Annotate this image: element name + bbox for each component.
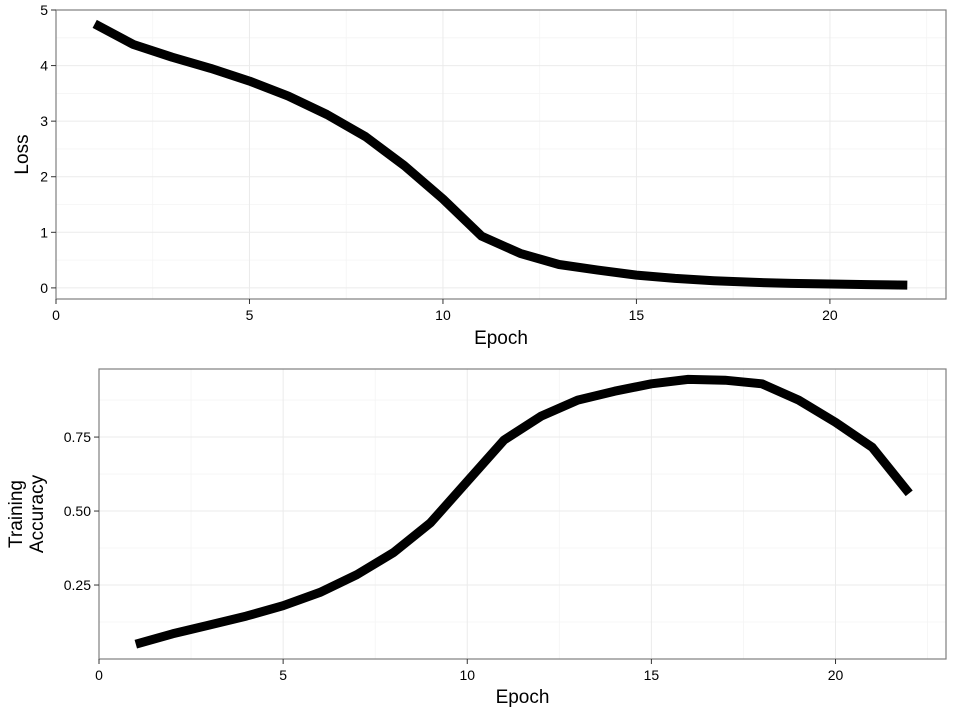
x-tick-label: 0 bbox=[52, 307, 60, 323]
x-tick-label: 10 bbox=[435, 307, 451, 323]
y-tick-label: 4 bbox=[40, 58, 48, 74]
x-tick-label: 15 bbox=[644, 667, 660, 683]
x-tick-label: 5 bbox=[279, 667, 287, 683]
y-axis-title-line: Loss bbox=[12, 134, 33, 174]
y-axis-title: TrainingAccuracy bbox=[6, 474, 48, 553]
plot-border bbox=[98, 368, 947, 660]
series-line-1 bbox=[92, 19, 908, 290]
y-axis-title: Loss bbox=[12, 134, 33, 174]
grid bbox=[98, 369, 946, 659]
plot-border bbox=[55, 9, 947, 300]
y-axis-title-line: Accuracy bbox=[27, 474, 48, 553]
x-axis-title: Epoch bbox=[496, 687, 550, 708]
plot-area bbox=[56, 10, 946, 299]
chart-panel-1: 0 5 10 15 20 0 1 2 3 4 5 Epoch Loss bbox=[12, 2, 947, 349]
y-tick-label: 5 bbox=[40, 2, 48, 18]
y-tick-label: 0 bbox=[40, 280, 48, 296]
y-tick-label: 2 bbox=[40, 169, 48, 185]
series-line-1 bbox=[134, 374, 913, 649]
plot-area bbox=[99, 369, 946, 659]
chart-panel-2: 0 5 10 15 20 0.25 0.50 0.75 Epoch TrainingAccurac… bbox=[6, 368, 947, 708]
y-tick-label: 0.75 bbox=[64, 429, 91, 445]
y-axis-title-line: Training bbox=[6, 480, 27, 548]
y-tick-label: 0.25 bbox=[64, 577, 91, 593]
y-tick-label: 0.50 bbox=[64, 503, 91, 519]
x-tick-label: 10 bbox=[459, 667, 475, 683]
x-tick-label: 5 bbox=[246, 307, 254, 323]
y-tick-label: 1 bbox=[40, 224, 48, 240]
x-axis-title: Epoch bbox=[474, 328, 528, 349]
x-tick-label: 0 bbox=[95, 667, 103, 683]
x-tick-label: 15 bbox=[629, 307, 645, 323]
x-tick-label: 20 bbox=[828, 667, 844, 683]
x-tick-label: 20 bbox=[822, 307, 838, 323]
y-tick-label: 3 bbox=[40, 113, 48, 129]
